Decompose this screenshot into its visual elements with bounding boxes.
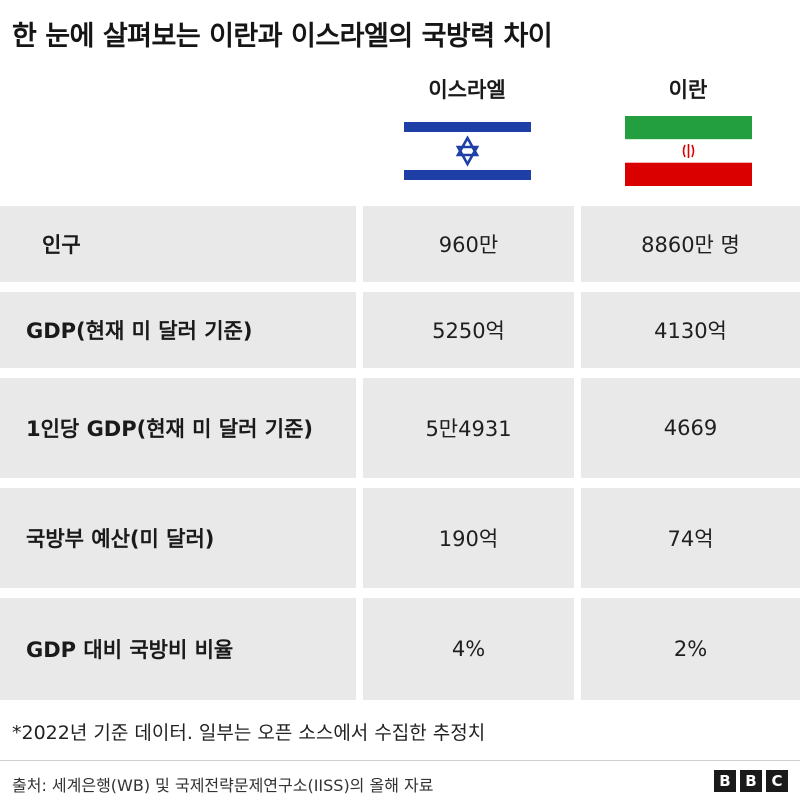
row-label: GDP(현재 미 달러 기준): [0, 292, 356, 368]
source-note: 출처: 세계은행(WB) 및 국제전략문제연구소(IISS)의 올해 자료: [12, 776, 434, 795]
table-row: 국방부 예산(미 달러) 190억 74억: [0, 488, 800, 588]
row-label: 국방부 예산(미 달러): [0, 488, 356, 588]
logo-letter: B: [740, 770, 762, 792]
israel-value: 5만4931: [363, 378, 574, 478]
row-label: GDP 대비 국방비 비율: [0, 598, 356, 700]
footnote: *2022년 기준 데이터. 일부는 오픈 소스에서 수집한 추정치: [12, 722, 486, 744]
table-row: 1인당 GDP(현재 미 달러 기준) 5만4931 4669: [0, 378, 800, 478]
iran-flag-icon: [625, 116, 752, 186]
row-label: 인구: [0, 206, 356, 282]
israel-flag-icon: [404, 116, 531, 186]
bbc-logo: B B C: [714, 770, 788, 792]
israel-value: 4%: [363, 598, 574, 700]
column-header-israel: 이스라엘: [428, 78, 506, 102]
chart-title: 한 눈에 살펴보는 이란과 이스라엘의 국방력 차이: [12, 21, 553, 52]
israel-value: 190억: [363, 488, 574, 588]
logo-letter: C: [766, 770, 788, 792]
israel-value: 5250억: [363, 292, 574, 368]
divider: [0, 760, 800, 761]
iran-value: 4130억: [581, 292, 800, 368]
table-row: GDP 대비 국방비 비율 4% 2%: [0, 598, 800, 700]
row-label: 1인당 GDP(현재 미 달러 기준): [0, 378, 356, 478]
column-header-iran: 이란: [668, 78, 708, 102]
iran-value: 74억: [581, 488, 800, 588]
iran-value: 2%: [581, 598, 800, 700]
table-row: 인구 960만 8860만 명: [0, 206, 800, 282]
israel-value: 960만: [363, 206, 574, 282]
iran-value: 8860만 명: [581, 206, 800, 282]
iran-value: 4669: [581, 378, 800, 478]
table-row: GDP(현재 미 달러 기준) 5250억 4130억: [0, 292, 800, 368]
logo-letter: B: [714, 770, 736, 792]
